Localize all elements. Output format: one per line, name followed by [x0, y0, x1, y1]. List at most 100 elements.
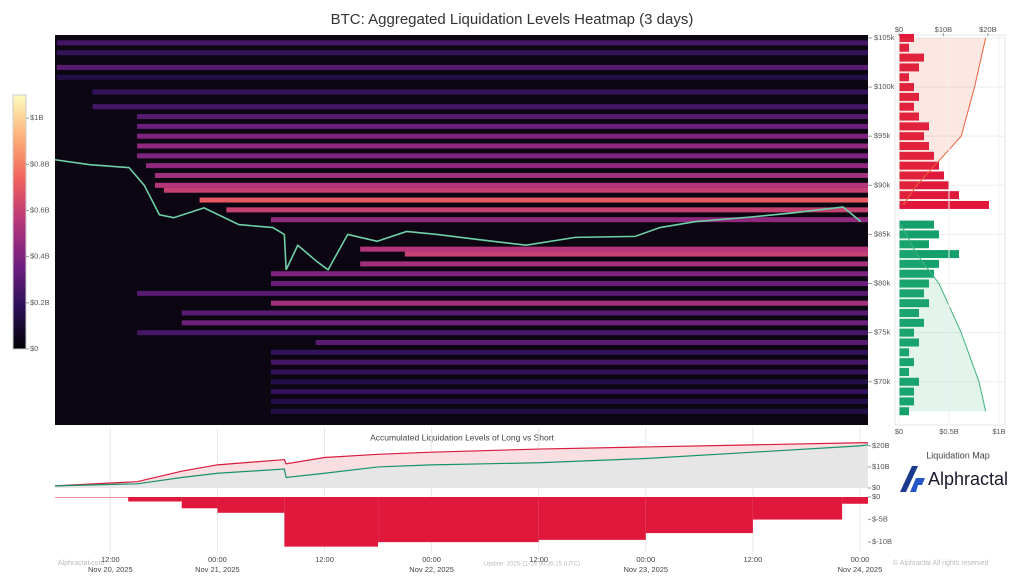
x-tick-date: Nov 20, 2025 — [88, 565, 133, 574]
x-tick-label: $0.5B — [939, 427, 959, 436]
heat-band — [360, 261, 868, 267]
x2-tick-label: $10B — [935, 25, 953, 34]
heat-band — [154, 182, 868, 188]
liquidation-bar — [899, 338, 919, 347]
heat-band — [360, 246, 868, 252]
x-tick-label: 12:00 — [101, 555, 120, 564]
heat-band — [315, 339, 868, 345]
y-tick-label: $10B — [872, 462, 890, 471]
heat-band — [270, 369, 869, 375]
liquidation-bar — [899, 73, 909, 82]
liquidation-bar — [899, 83, 914, 92]
x-tick-label: 12:00 — [529, 555, 548, 564]
liquidation-bar — [899, 63, 919, 72]
liquidation-bar — [899, 102, 914, 111]
difference-bar — [645, 497, 753, 534]
series-line — [54, 442, 868, 487]
liquidation-bar — [899, 142, 929, 151]
cumulative-area — [899, 37, 986, 205]
liquidation-bar — [899, 220, 934, 229]
x-tick-label: $1B — [992, 427, 1005, 436]
y-tick-label: $20B — [872, 441, 890, 450]
x-tick-label: 00:00 — [851, 555, 870, 564]
difference-bar — [217, 497, 285, 513]
heat-band — [137, 290, 869, 296]
heat-band — [270, 359, 869, 365]
liquidation-bar — [899, 181, 949, 190]
heat-band — [137, 123, 869, 129]
heat-band — [137, 330, 869, 336]
logo: Alphractal — [900, 466, 1008, 492]
liquidation-bar — [899, 171, 944, 180]
heat-band — [404, 251, 868, 257]
y-tick-label: $105k — [874, 33, 895, 42]
x-tick-label: 00:00 — [422, 555, 441, 564]
liquidation-bar — [899, 230, 939, 239]
difference-bar — [538, 497, 646, 540]
y-tick-label: $75k — [874, 328, 891, 337]
liquidation-bar — [899, 269, 934, 278]
heat-band — [270, 271, 869, 277]
difference-bar — [128, 497, 182, 502]
liquidation-bar — [899, 240, 929, 249]
x-tick-label: 12:00 — [743, 555, 762, 564]
heat-band — [199, 197, 868, 203]
y-tick-label: $70k — [874, 377, 891, 386]
heat-band — [270, 300, 869, 306]
liquidation-bar — [899, 122, 929, 131]
series-line — [54, 444, 869, 487]
cumulative-line — [903, 37, 987, 206]
liquidation-bar — [899, 33, 914, 42]
cumulative-area — [899, 224, 986, 412]
difference-bar — [55, 497, 129, 498]
logo-icon — [910, 478, 925, 492]
heat-band — [270, 349, 869, 355]
difference-bar — [842, 497, 868, 504]
liquidation-bar — [899, 348, 909, 357]
colorbar-label: $0.6B — [30, 205, 50, 214]
liquidation-bar — [899, 250, 959, 259]
colorbar-label: $0.4B — [30, 252, 50, 261]
chart-title: BTC: Aggregated Liquidation Levels Heatm… — [331, 11, 694, 28]
liquidation-bar — [899, 377, 919, 386]
watermark: Alphractal.com — [58, 560, 104, 567]
liquidation-bar — [899, 161, 939, 170]
heat-band — [92, 104, 869, 110]
x-tick-label: 00:00 — [636, 555, 655, 564]
liquidation-bar — [899, 43, 909, 52]
heat-band — [270, 281, 869, 287]
price-line — [54, 158, 862, 271]
difference-bar — [181, 497, 218, 509]
heat-band — [137, 153, 869, 159]
y-tick-label: $80k — [874, 279, 891, 288]
liquidation-bar — [899, 112, 919, 121]
heat-band — [137, 133, 869, 139]
heat-band — [146, 163, 868, 169]
update-time: Update: 2025-11-24 00:36:15 (UTC) — [484, 562, 580, 568]
accumulated-title: Accumulated Liquidation Levels of Long v… — [370, 432, 554, 442]
series-area — [55, 444, 868, 488]
heat-band — [163, 187, 868, 193]
heat-band — [154, 172, 868, 178]
y-tick-label: $85k — [874, 229, 891, 238]
difference-bar — [284, 497, 379, 547]
heat-band — [56, 64, 868, 70]
liquidation-bar — [899, 328, 914, 337]
x-tick-label: 00:00 — [208, 555, 227, 564]
liquidation-bar — [899, 191, 959, 200]
colorbar-label: $1B — [30, 113, 43, 122]
colorbar-label: $0.8B — [30, 159, 50, 168]
copyright: © Alphractal All rights reserved — [893, 559, 989, 567]
liquidation-bar — [899, 92, 919, 101]
y-tick-label: $-5B — [872, 515, 888, 524]
x-tick-date: Nov 21, 2025 — [195, 565, 240, 574]
liquidation-bar — [899, 309, 919, 318]
liquidation-bar — [899, 259, 939, 268]
y-tick-label: $100k — [874, 82, 895, 91]
colorbar — [12, 94, 27, 350]
difference-bar — [378, 497, 539, 543]
heat-band — [181, 320, 868, 326]
heat-band — [270, 408, 869, 414]
heat-band — [137, 143, 869, 149]
